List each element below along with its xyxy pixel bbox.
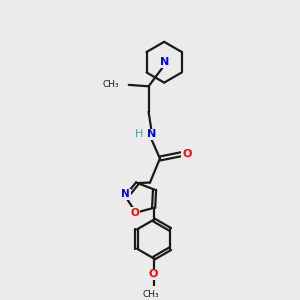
Text: O: O: [149, 269, 158, 279]
Text: CH₃: CH₃: [102, 80, 119, 89]
Text: CH₃: CH₃: [142, 290, 159, 299]
Text: H: H: [134, 129, 143, 140]
Text: N: N: [147, 129, 156, 140]
Text: N: N: [121, 190, 130, 200]
Text: N: N: [160, 57, 169, 67]
Text: O: O: [182, 149, 191, 159]
Text: O: O: [130, 208, 139, 218]
